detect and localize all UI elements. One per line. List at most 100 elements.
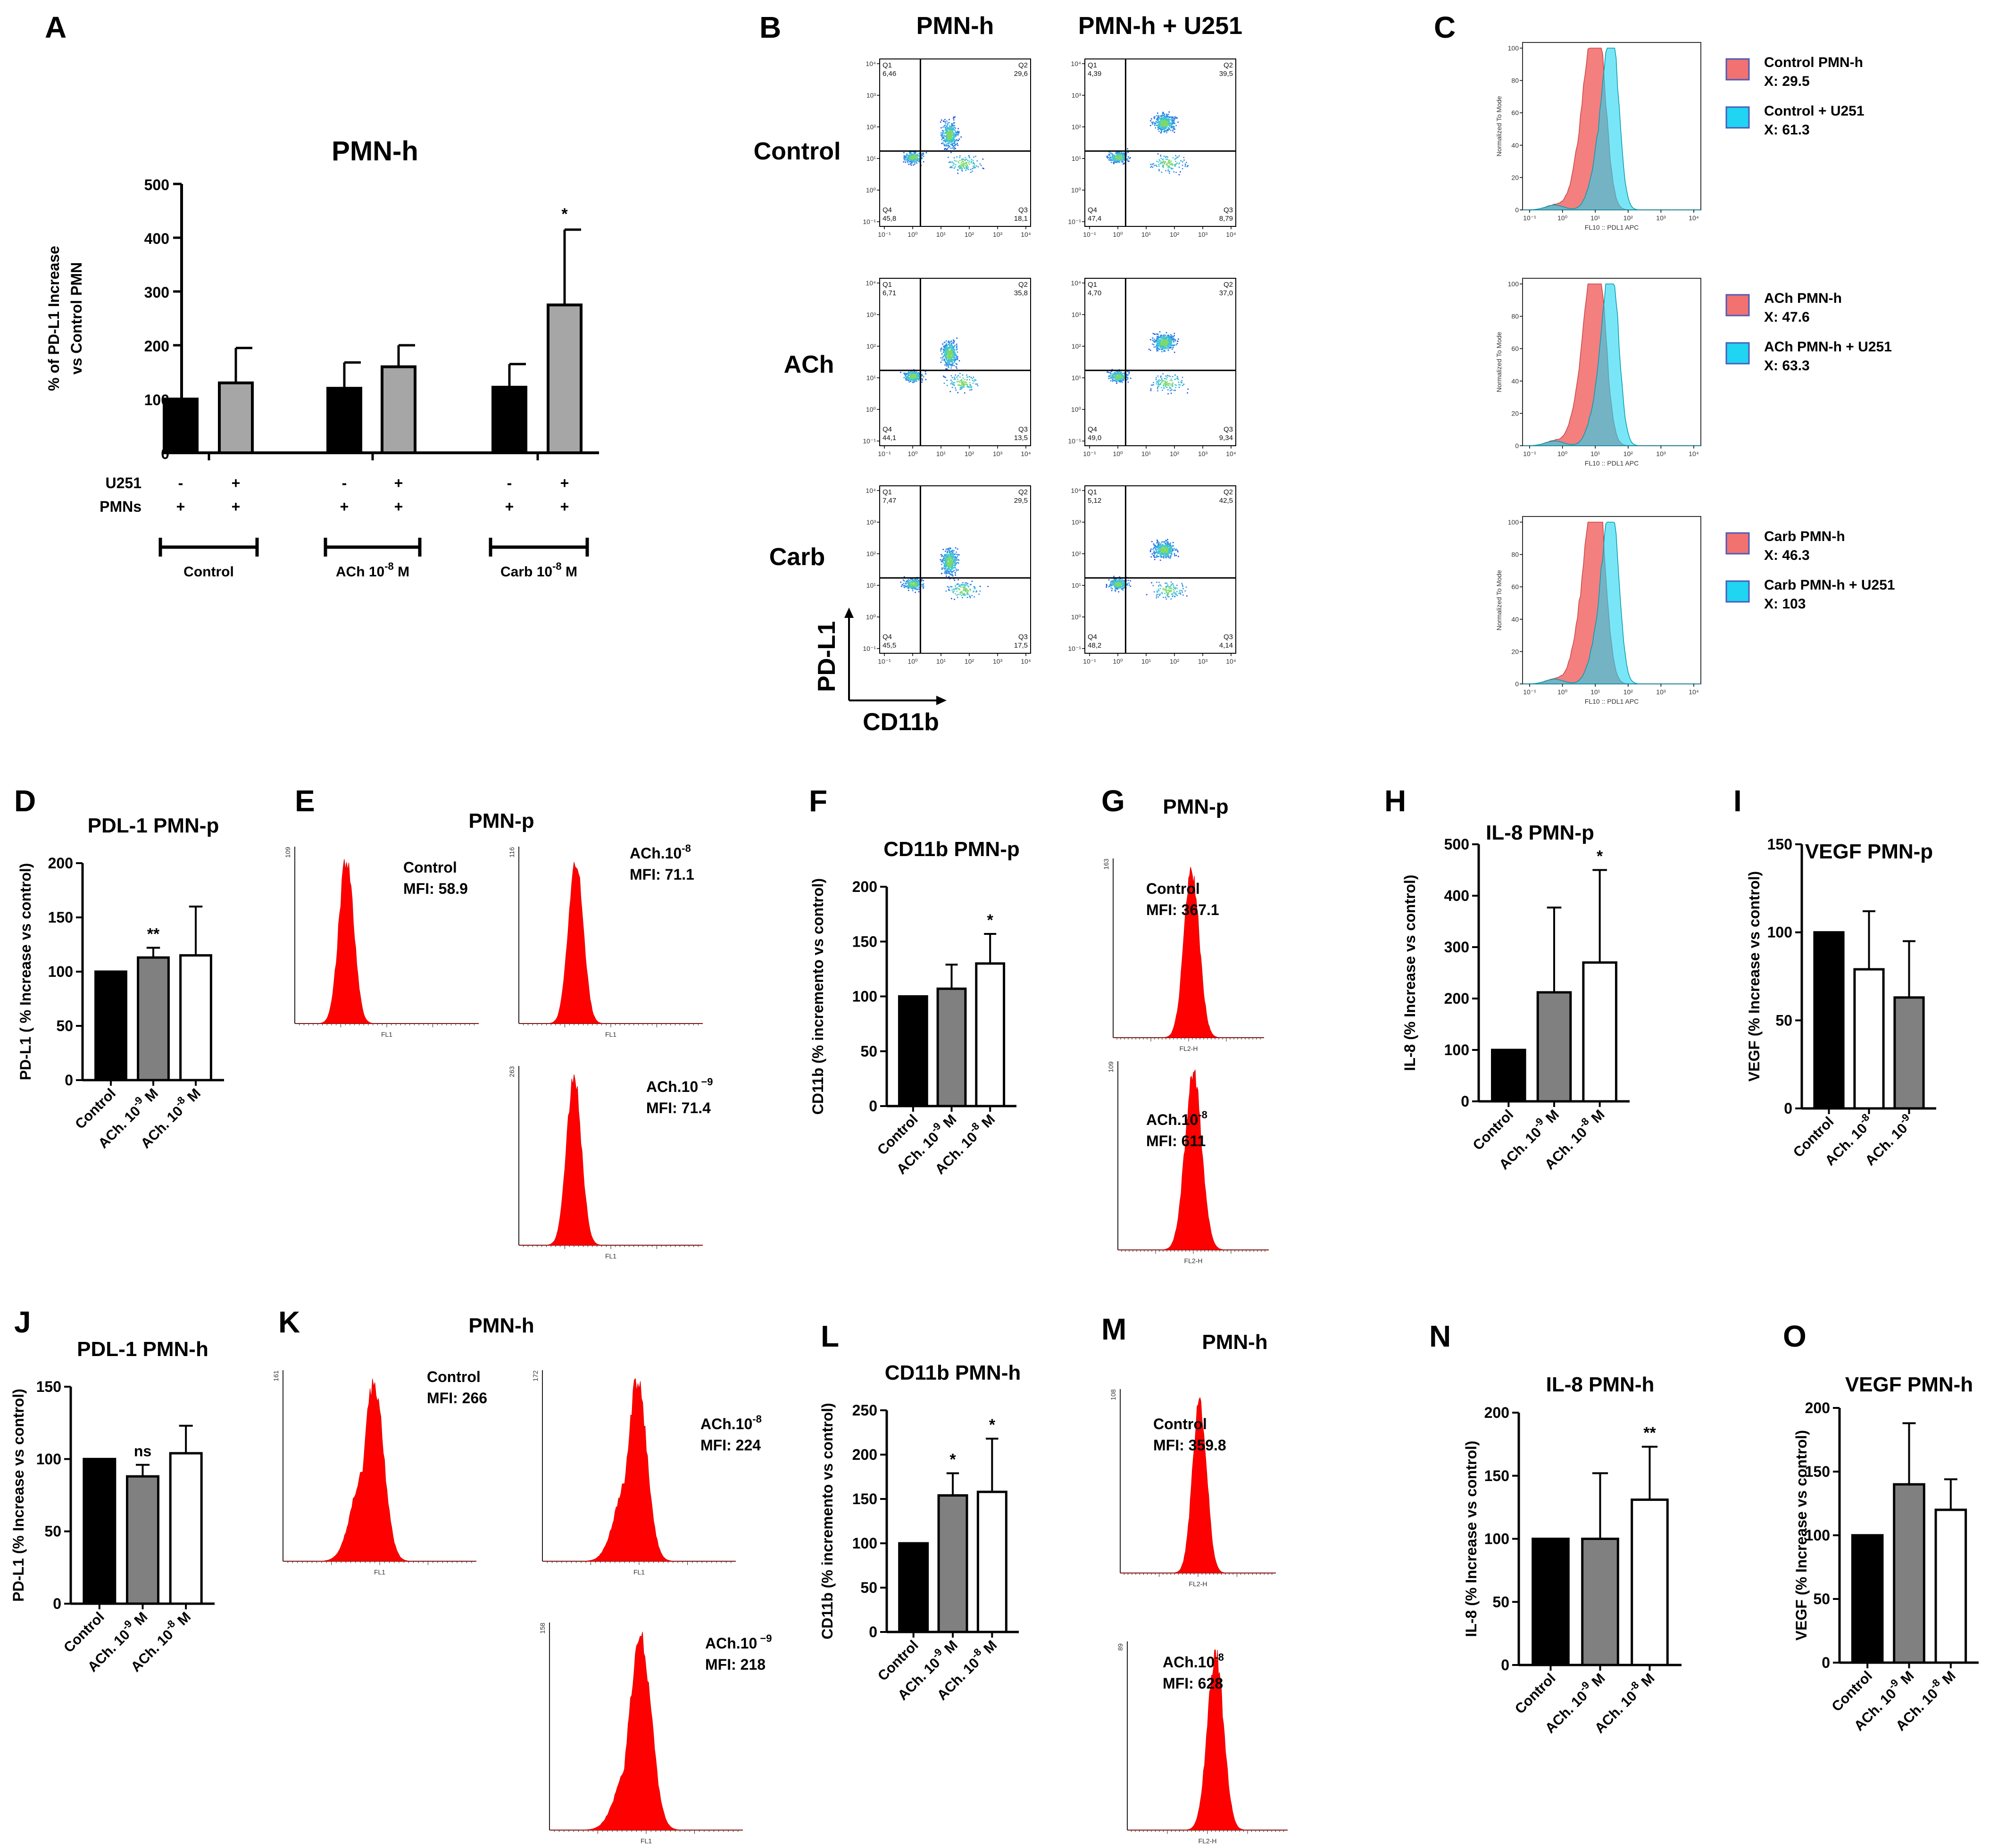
event-dot [1122,587,1124,589]
event-dot [947,362,949,364]
event-dot [1166,119,1168,121]
event-dot [909,375,910,376]
event-dot [1156,555,1157,556]
event-dot [1170,335,1172,337]
event-dot [1158,385,1160,387]
panel-b-scatter-grid: PMN-h PMN-h + U251ControlAChCarbQ16,46Q22… [754,12,1243,736]
event-dot [1160,155,1162,157]
event-dot [951,134,953,135]
event-dot [1122,156,1124,158]
event-dot [1169,119,1171,120]
event-dot [969,379,971,381]
x-tick-label: 10⁴ [1226,450,1236,458]
event-dot [957,556,958,558]
event-dot [1112,375,1114,377]
event-dot [1110,372,1111,374]
x-tick-label: 10¹ [936,658,946,665]
event-dot [914,155,916,157]
event-dot [1166,119,1167,121]
event-dot [1156,342,1157,343]
event-dot [973,591,974,592]
event-dot [1174,339,1176,341]
event-dot [1118,581,1120,583]
event-dot [952,348,953,350]
event-dot [967,376,969,378]
event-dot [916,589,917,591]
event-dot [942,126,944,128]
event-dot [971,160,972,162]
event-dot [1152,122,1153,124]
event-dot [954,141,956,142]
group-label-sup: -8 [384,560,394,572]
event-dot [1165,383,1166,385]
event-dot [923,156,924,157]
event-dot [907,159,909,160]
event-dot [955,387,956,389]
event-dot [944,119,946,120]
event-dot [1153,554,1155,556]
event-dot [949,126,951,128]
event-dot [966,162,967,164]
event-dot [1164,378,1166,379]
event-dot [1115,153,1117,155]
event-dot [959,385,961,386]
event-dot [913,164,914,166]
event-dot [959,373,961,375]
event-dot [1173,341,1174,343]
event-dot [1162,117,1164,119]
event-dot [912,158,913,160]
event-dot [958,585,960,587]
event-dot [1164,120,1166,122]
event-dot [913,376,915,378]
event-dot [1163,112,1164,114]
y-tick-label: 200 [852,878,877,895]
event-dot [957,588,959,590]
event-dot [914,159,916,160]
event-dot [962,161,963,162]
event-dot [967,591,969,593]
category-label-base: ACh. 10 [138,1103,186,1151]
event-dot [957,562,959,563]
event-dot [915,377,916,379]
event-dot [1157,341,1159,342]
x-tick-label: 10⁻¹ [878,658,891,665]
y-tick-label: 50 [1813,1590,1830,1607]
event-dot [947,134,949,135]
event-dot [959,167,960,169]
event-dot [952,591,954,592]
event-dot [949,565,951,567]
event-dot [1166,557,1167,558]
event-dot [1108,159,1110,161]
event-dot [963,166,964,167]
event-dot [949,125,950,127]
event-dot [907,582,908,583]
event-dot [1166,158,1167,160]
event-dot [1175,125,1177,126]
event-dot [1157,350,1158,351]
event-dot [951,353,952,354]
event-dot [969,596,971,598]
event-dot [974,588,976,590]
y-tick-label: 400 [144,230,169,247]
event-dot [1156,115,1157,117]
event-dot [952,570,954,572]
event-dot [1165,117,1166,118]
event-dot [948,573,949,574]
event-dot [912,374,913,375]
event-dot [912,159,914,161]
event-dot [1167,393,1169,395]
event-dot [1107,371,1109,373]
event-dot [1170,167,1172,169]
event-dot [961,170,963,172]
event-dot [906,159,908,160]
event-dot [962,163,964,165]
event-dot [956,570,957,572]
event-dot [944,125,946,126]
event-dot [1158,115,1159,117]
event-dot [1161,345,1163,347]
event-dot [1122,161,1124,163]
event-dot [922,584,924,586]
event-dot [944,345,946,346]
event-dot [1155,165,1157,166]
event-dot [1160,163,1161,164]
